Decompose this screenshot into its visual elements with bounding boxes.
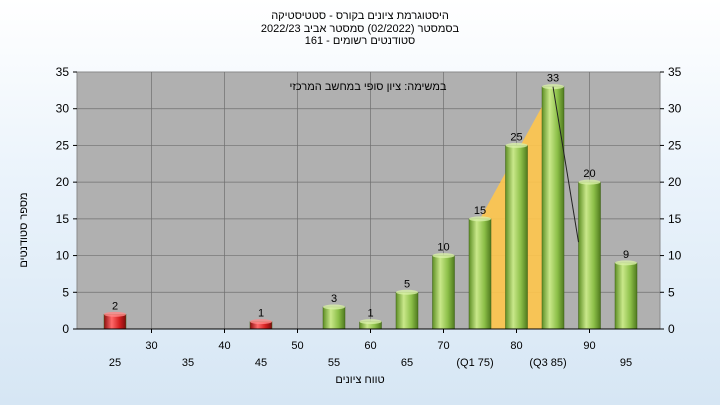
x-tick-label-upper: 50 <box>291 340 303 352</box>
chart-subtitle-students: סטודנטים רשומים - 161 <box>304 35 416 47</box>
bar-cap <box>578 179 601 185</box>
histogram-bar <box>541 86 565 330</box>
y-tick-label: 20 <box>56 175 70 189</box>
x-tick-label-upper: 30 <box>145 340 157 352</box>
trend-line <box>552 86 579 243</box>
y-axis-label: מספר סטודנטים <box>18 192 30 268</box>
bars <box>103 84 638 330</box>
bar-value-label: 33 <box>547 73 559 85</box>
x-tick-label-lower: 25 <box>109 357 121 369</box>
x-tick-label-lower: 65 <box>401 357 413 369</box>
bar-cap <box>396 289 418 295</box>
x-tick-label-upper: 80 <box>510 340 522 352</box>
bar-value-label: 1 <box>367 308 373 320</box>
chart-titles: היסטוגרמת ציונים בקורס - סטטיסטיקה בסמסט… <box>0 10 720 48</box>
y-tick-label: 5 <box>62 285 69 299</box>
chart-subtitle-semester: בסמסטר (02/2022) סמסטר אביב 2022/23 <box>260 22 460 35</box>
y-axis-right: 0 5 10 15 20 25 30 35 <box>660 65 682 336</box>
y-tick-label: 10 <box>668 249 682 263</box>
y-tick-label: 25 <box>668 138 682 152</box>
histogram-bar <box>578 181 601 330</box>
bar-value-label: 2 <box>112 300 118 312</box>
bar-value-label: 10 <box>437 242 449 254</box>
y-tick-label: 30 <box>56 102 70 116</box>
x-tick-label-upper: 90 <box>583 340 595 352</box>
histogram-bar <box>614 262 638 330</box>
y-tick-label: 25 <box>56 138 70 152</box>
y-tick-label: 30 <box>668 102 682 116</box>
histogram-bar <box>322 306 346 330</box>
bar-cap <box>250 319 272 325</box>
bar-value-label: 9 <box>623 249 629 261</box>
y-tick-label: 5 <box>668 285 675 299</box>
x-tick-label-lower: 35 <box>182 357 194 369</box>
x-tick-label-lower: (Q1 75) <box>456 357 493 369</box>
bar-cap <box>615 260 637 266</box>
y-tick-label: 35 <box>56 65 70 79</box>
chart-title: היסטוגרמת ציונים בקורס - סטטיסטיקה <box>271 10 449 22</box>
bar-value-label: 1 <box>258 308 264 320</box>
x-tick-label-lower: 55 <box>328 357 340 369</box>
histogram-bar <box>505 145 528 330</box>
bar-value-label: 3 <box>331 293 337 305</box>
x-axis-label: טווח ציונים <box>335 374 385 386</box>
plot-area <box>76 71 661 330</box>
y-tick-label: 0 <box>62 322 69 336</box>
bar-cap <box>469 216 491 222</box>
x-tick-label-upper: 70 <box>437 340 449 352</box>
y-axis-left: 0 5 10 15 20 25 30 35 <box>56 65 77 336</box>
bar-cap <box>505 142 528 148</box>
x-tick-label-upper: 60 <box>364 340 376 352</box>
bar-value-label: 20 <box>583 168 595 180</box>
bar-cap <box>432 253 455 259</box>
chart-annotation: במשימה: ציון סופי במחשב המרכזי <box>290 81 447 93</box>
histogram-bar <box>468 218 492 330</box>
y-tick-label: 20 <box>668 175 682 189</box>
bar-cap <box>323 304 345 310</box>
histogram-bar <box>432 255 455 330</box>
y-tick-label: 35 <box>668 65 682 79</box>
x-tick-label-lower: 45 <box>255 357 267 369</box>
y-tick-label: 10 <box>56 249 70 263</box>
x-tick-label-lower: 95 <box>620 357 632 369</box>
y-tick-label: 15 <box>56 212 70 226</box>
bar-cap <box>104 311 126 317</box>
y-tick-label: 15 <box>668 212 682 226</box>
bar-value-label: 25 <box>510 131 522 143</box>
y-tick-label: 0 <box>668 322 675 336</box>
x-axis: 30 40 50 60 70 80 90 25 35 45 55 65 (Q1 75) (Q3 85) 95 <box>77 328 660 369</box>
x-tick-label-upper: 40 <box>218 340 230 352</box>
bar-cap <box>359 319 382 325</box>
x-tick-label-lower: (Q3 85) <box>529 357 566 369</box>
bar-value-label: 5 <box>404 278 410 290</box>
bar-value-label: 15 <box>474 205 486 217</box>
histogram-bar <box>395 292 419 330</box>
